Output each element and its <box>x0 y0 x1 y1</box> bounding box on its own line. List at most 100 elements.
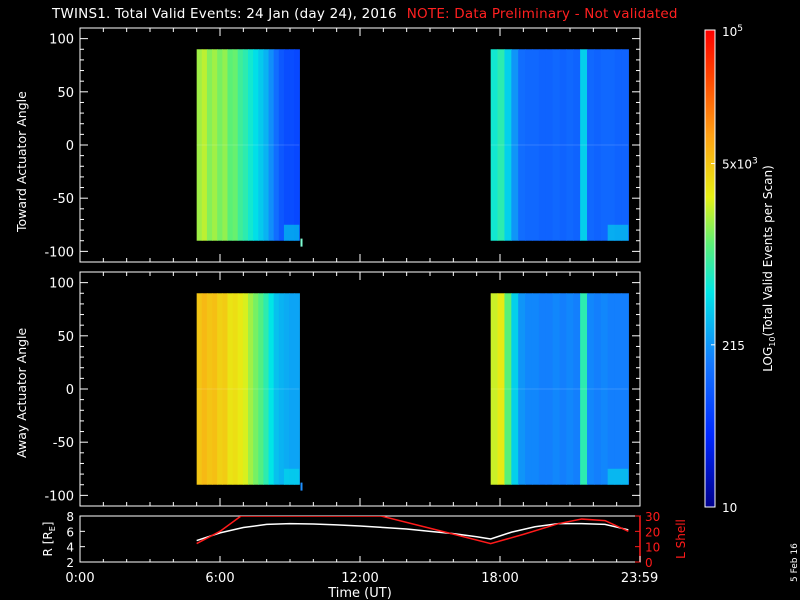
away-heat-column <box>278 293 285 485</box>
away-heat-column <box>580 293 588 485</box>
toward-heat-column <box>253 49 259 241</box>
away-heat-column <box>248 293 254 485</box>
toward-heat-column <box>278 49 285 241</box>
away-heat-column <box>518 293 526 485</box>
toward-corner-feature <box>607 224 629 241</box>
toward-heat-column <box>222 49 229 241</box>
toward-heat-column <box>580 49 588 241</box>
away-heat-column <box>263 293 270 485</box>
time-tick-label: 6:00 <box>205 571 234 586</box>
away-heat-column <box>258 293 264 485</box>
away-heat-column <box>232 293 239 485</box>
toward-heat-column <box>518 49 526 241</box>
lshell-axis-label: L Shell <box>674 519 688 559</box>
away-marker <box>300 482 303 491</box>
toward-ytick-label: -100 <box>44 245 74 260</box>
away-heat-column <box>217 293 223 485</box>
time-tick-label: 12:00 <box>341 571 378 586</box>
r-re-line <box>196 522 629 542</box>
orbit-ytick-left-label: 2 <box>66 556 74 570</box>
away-block-0 <box>196 293 300 485</box>
r-re-axis-label-sub: E <box>48 526 57 531</box>
toward-heat-column <box>497 49 506 241</box>
time-tick-label: 0:00 <box>65 571 94 586</box>
colorbar-tick-sup: 3 <box>752 157 758 167</box>
away-heat-column <box>593 293 602 485</box>
orbit-ytick-right-label: 30 <box>645 510 660 524</box>
toward-heat-column <box>268 49 275 241</box>
toward-heat-column <box>607 49 616 241</box>
away-corner-feature <box>607 468 629 485</box>
toward-heat-column <box>511 49 519 241</box>
away-heat-column <box>206 293 213 485</box>
colorbar-label-rest: (Total Valid Events per Scan) <box>761 165 775 336</box>
away-heat-column <box>196 293 203 485</box>
toward-heat-column <box>227 49 234 241</box>
time-tick-label: 23:59 <box>621 571 658 586</box>
orbit-ytick-right-label: 0 <box>645 556 653 570</box>
away-heat-column <box>242 293 249 485</box>
away-ytick-label: -50 <box>53 436 74 451</box>
toward-heat-column <box>283 49 290 241</box>
toward-marker <box>300 238 303 247</box>
toward-heat-column <box>538 49 547 241</box>
toward-heat-column <box>263 49 270 241</box>
toward-heat-column <box>248 49 254 241</box>
toward-heat-column <box>593 49 602 241</box>
orbit-ytick-left-label: 6 <box>66 525 74 539</box>
colorbar-tick-label: 105 <box>722 24 743 39</box>
toward-heat-column <box>552 49 561 241</box>
toward-heat-column <box>212 49 218 241</box>
away-ytick-label: 100 <box>49 277 74 292</box>
toward-heat-column <box>217 49 223 241</box>
toward-ytick-label: -50 <box>53 192 74 207</box>
colorbar-tick-label: 10 <box>722 501 737 515</box>
away-heat-column <box>614 293 623 485</box>
toward-heat-column <box>196 49 203 241</box>
colorbar-tick-base: 215 <box>722 339 745 353</box>
away-heat-column <box>490 293 499 485</box>
away-heat-column <box>504 293 512 485</box>
toward-heat-column <box>559 49 567 241</box>
away-heat-column <box>289 293 295 485</box>
orbit-ytick-right-label: 10 <box>645 541 660 555</box>
away-block-1 <box>490 293 629 485</box>
away-heat-column <box>559 293 567 485</box>
lshell-line <box>196 516 629 545</box>
away-heat-column <box>294 293 300 485</box>
away-ytick-label: 0 <box>66 383 74 398</box>
time-tick-label: 18:00 <box>481 571 518 586</box>
toward-zero-streak <box>490 144 629 146</box>
away-heat-column <box>587 293 595 485</box>
away-corner-feature <box>283 468 300 485</box>
away-heat-column <box>222 293 229 485</box>
toward-heat-column <box>545 49 554 241</box>
toward-heat-column <box>206 49 213 241</box>
r-re-axis-label: R [RE] <box>41 522 57 557</box>
toward-heat-column <box>490 49 499 241</box>
toward-heat-column <box>573 49 581 241</box>
away-heat-column <box>497 293 506 485</box>
toward-heat-column <box>232 49 239 241</box>
toward-heat-column <box>201 49 208 241</box>
toward-heat-column <box>242 49 249 241</box>
toward-heat-column <box>237 49 244 241</box>
away-heat-column <box>273 293 280 485</box>
away-heat-column <box>545 293 554 485</box>
away-heat-column <box>607 293 616 485</box>
colorbar-tick-base: 10 <box>722 501 737 515</box>
colorbar-tick-label: 215 <box>722 339 745 353</box>
away-heat-column <box>201 293 208 485</box>
colorbar-tick-base: 10 <box>722 25 737 39</box>
colorbar-label: LOG10(Total Valid Events per Scan) <box>761 165 777 372</box>
r-re-axis-label-main: R [R <box>41 531 55 556</box>
orbit-frame <box>79 515 641 563</box>
away-heat-column <box>621 293 629 485</box>
toward-heat-column <box>273 49 280 241</box>
colorbar-tick-base: 5x10 <box>722 158 752 172</box>
toward-heat-column <box>294 49 300 241</box>
toward-heat-column <box>600 49 609 241</box>
away-heat-column <box>227 293 234 485</box>
toward-heat-column <box>614 49 623 241</box>
away-heat-column <box>283 293 290 485</box>
